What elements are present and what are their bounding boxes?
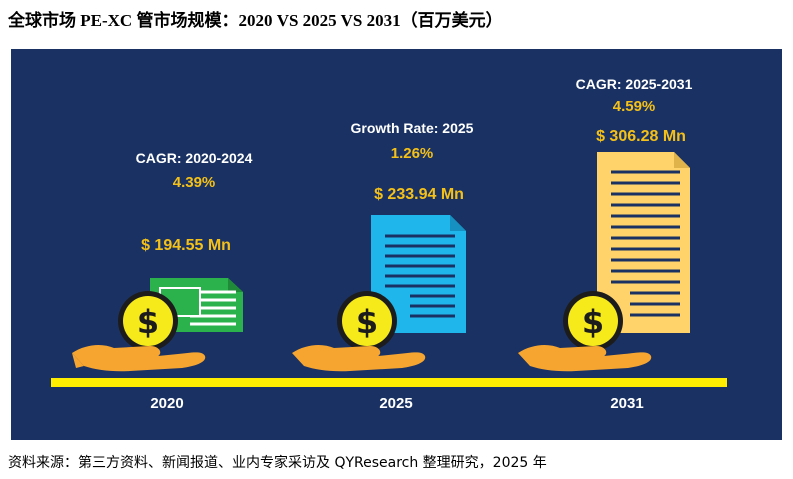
page-title: 全球市场 PE-XC 管市场规模：2020 VS 2025 VS 2031（百万… (8, 11, 503, 30)
money-hand-icon (292, 345, 426, 372)
annotation-label-2031: CAGR: 2025-2031 (575, 76, 693, 92)
annotation-value-2025: 1.26% (390, 145, 434, 162)
source-footer: 资料来源：第三方资料、新闻报道、业内专家采访及 QYResearch 整理研究，… (8, 455, 547, 471)
money-hand-icon (518, 345, 652, 372)
svg-text:$: $ (356, 303, 378, 341)
dollar-coin-icon: $ (563, 291, 623, 351)
category-label-2025: 2025 (379, 395, 413, 412)
category-label-2031: 2031 (610, 395, 644, 412)
annotation-value-2020: 4.39% (172, 174, 216, 191)
dollar-coin-icon: $ (337, 291, 397, 351)
dollar-coin-icon: $ (118, 291, 178, 351)
annotation-label-2020: CAGR: 2020-2024 (135, 150, 253, 166)
chart-baseline (51, 378, 727, 387)
svg-text:$: $ (582, 303, 604, 341)
value-label-2020: $ 194.55 Mn (141, 237, 231, 254)
value-label-2025: $ 233.94 Mn (374, 186, 464, 203)
money-doc-2025: $ (292, 215, 466, 372)
document-icon (597, 152, 690, 333)
money-doc-2020: $ (72, 278, 243, 372)
annotation-value-2031: 4.59% (612, 98, 656, 115)
annotation-label-2025: Growth Rate: 2025 (350, 120, 474, 136)
category-label-2020: 2020 (150, 395, 184, 412)
svg-text:$: $ (137, 303, 159, 341)
money-hand-icon (72, 345, 206, 372)
money-doc-2031: $ (518, 152, 690, 372)
value-label-2031: $ 306.28 Mn (596, 128, 686, 145)
